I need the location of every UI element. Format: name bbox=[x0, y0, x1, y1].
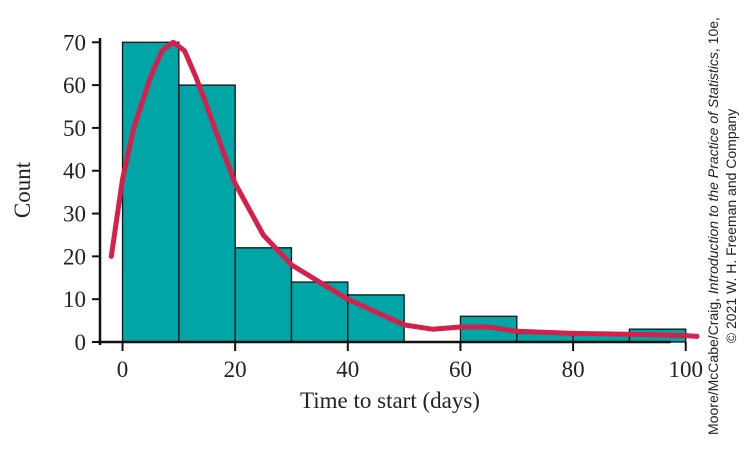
y-tick-label: 50 bbox=[63, 116, 86, 141]
credit-edition: , 10e, bbox=[705, 17, 721, 52]
credit-book: Introduction to the Practice of Statisti… bbox=[705, 52, 721, 294]
density-curve bbox=[108, 39, 700, 339]
x-tick-label: 100 bbox=[668, 357, 703, 382]
x-tick-label: 60 bbox=[449, 357, 472, 382]
y-tick-label: 20 bbox=[63, 244, 86, 269]
y-tick-label: 30 bbox=[63, 202, 86, 227]
y-tick-label: 60 bbox=[63, 73, 86, 98]
x-tick-label: 40 bbox=[336, 357, 359, 382]
bar bbox=[290, 281, 349, 343]
x-tick-label: 0 bbox=[117, 357, 129, 382]
bar bbox=[178, 84, 236, 343]
x-tick-label: 80 bbox=[562, 357, 585, 382]
bar bbox=[234, 247, 293, 343]
y-axis-label: Count bbox=[10, 161, 35, 218]
y-tick-label: 0 bbox=[75, 330, 87, 355]
credit-authors: Moore/McCabe/Craig, bbox=[705, 294, 721, 435]
bar bbox=[121, 41, 180, 343]
credit-line: Moore/McCabe/Craig, Introduction to the … bbox=[705, 17, 721, 435]
x-tick-label: 20 bbox=[224, 357, 247, 382]
credit-publisher: © 2021 W. H. Freeman and Company bbox=[723, 109, 739, 343]
y-tick-label: 10 bbox=[63, 287, 86, 312]
y-tick-label: 70 bbox=[63, 30, 86, 55]
y-tick-label: 40 bbox=[63, 159, 86, 184]
x-axis-label: Time to start (days) bbox=[300, 388, 480, 413]
